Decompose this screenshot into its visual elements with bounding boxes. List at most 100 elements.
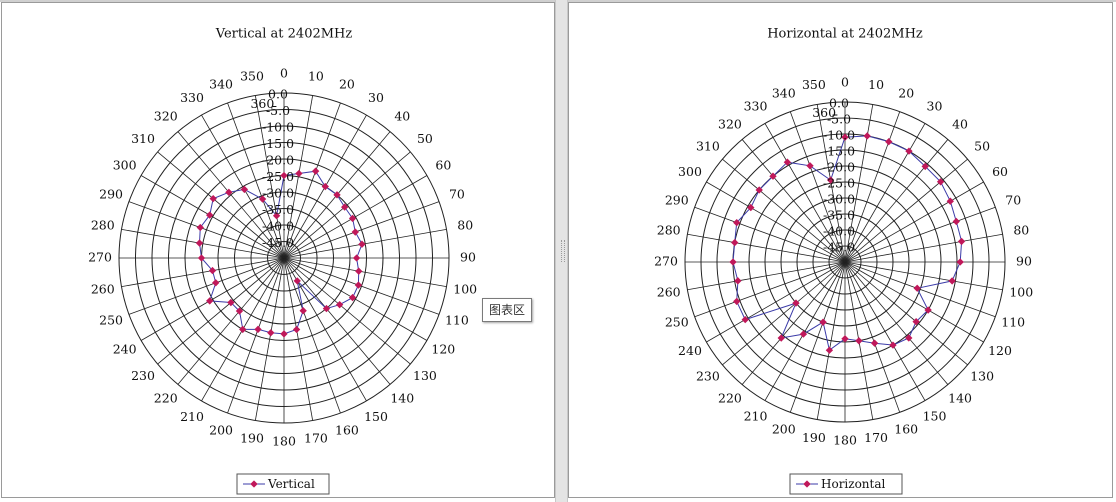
grid-spoke [283,257,411,365]
grid-spoke [844,233,1003,263]
splitter-grip [561,240,565,262]
angle-label: 50 [417,131,433,146]
angle-label: 350 [802,77,826,92]
data-point [197,254,206,262]
angle-label: 120 [988,343,1012,358]
grid-spoke [844,261,949,385]
grid-spoke [283,102,341,259]
grid-spoke [844,139,949,263]
angle-label: 200 [209,422,233,437]
data-point [208,266,217,275]
data-point [335,301,344,309]
data-point [321,182,329,191]
chart-title: Vertical at 2402MHz [215,27,353,42]
grid-spoke [140,175,285,259]
angle-label: 220 [718,391,742,406]
legend-box [789,473,903,495]
grid-spoke [254,95,285,259]
grid-spoke [764,261,846,401]
grid-spoke [283,228,447,259]
radial-label: 0.0 [829,96,849,111]
data-point [841,335,849,343]
angle-label: 150 [364,409,388,424]
data-point [913,284,921,292]
angle-label: 100 [453,281,477,296]
angle-label: 210 [744,409,768,424]
data-point [734,277,742,285]
grid-spoke [844,261,1003,291]
data-point [280,171,288,180]
data-point [254,325,262,334]
grid-spoke [706,261,846,343]
data-point [905,334,913,342]
data-point [957,237,966,246]
data-point [292,325,301,334]
grid-spoke [283,257,391,385]
grid-spoke [789,261,846,413]
angle-label: 60 [435,158,451,173]
angle-label: 240 [113,342,137,357]
angle-label: 300 [678,164,702,179]
grid-spoke [140,257,285,341]
data-point [870,339,879,347]
angle-label: 160 [335,422,359,437]
grid-spoke [722,158,846,263]
legend-marker [803,480,811,488]
radial-label: -35.0 [262,202,294,217]
radial-label: -40.0 [262,219,294,234]
angle-label: 90 [460,250,476,265]
grid-spoke [844,111,901,263]
angle-label: 0 [280,66,288,81]
angle-label: 320 [718,116,742,131]
grid-spoke [844,261,996,318]
grid-spoke [844,206,996,263]
radial-label: -20.0 [823,160,855,175]
data-point [280,330,288,338]
angle-label: 310 [696,138,720,153]
angle-label: 90 [1016,254,1032,269]
data-point [777,334,785,342]
grid-spoke [177,131,285,259]
angle-label: 170 [304,431,328,446]
angle-label: 40 [394,109,410,124]
angle-label: 70 [449,187,465,202]
grid-spoke [121,228,285,259]
data-point [819,318,827,326]
grid-spoke [687,261,846,291]
angle-label: 320 [154,109,178,124]
data-point [733,297,741,306]
data-point [293,277,301,285]
angle-label: 10 [868,77,884,92]
grid-spoke [844,104,874,263]
grid-spoke [687,233,846,263]
radial-label: -45.0 [262,235,294,250]
pane-splitter[interactable] [555,0,568,502]
data-point [924,306,932,314]
data-point [212,279,220,287]
grid-spoke [741,139,846,263]
chart-area-vertical[interactable] [1,2,555,498]
data-point [806,162,814,170]
radial-label: -45.0 [823,240,855,255]
data-point [863,132,871,140]
grid-spoke [283,151,411,259]
data-point [311,167,320,175]
angle-label: 280 [657,222,681,237]
radial-label: -15.0 [262,136,294,151]
angle-label: 0 [841,75,849,90]
angle-label: 350 [240,68,264,83]
angle-label: 260 [657,285,681,300]
legend-label: Vertical [267,477,315,491]
angle-label: 100 [1009,285,1033,300]
legend-marker [250,480,258,488]
angle-label: 230 [131,368,155,383]
angle-label: 340 [209,77,233,92]
grid-spoke [283,257,314,421]
angle-label: 120 [431,342,455,357]
angle-label: 130 [413,368,437,383]
radial-label: -10.0 [823,128,855,143]
grid-spoke [844,261,926,401]
grid-spoke [254,257,285,421]
angle-label: 130 [970,369,994,384]
data-point [351,228,359,236]
